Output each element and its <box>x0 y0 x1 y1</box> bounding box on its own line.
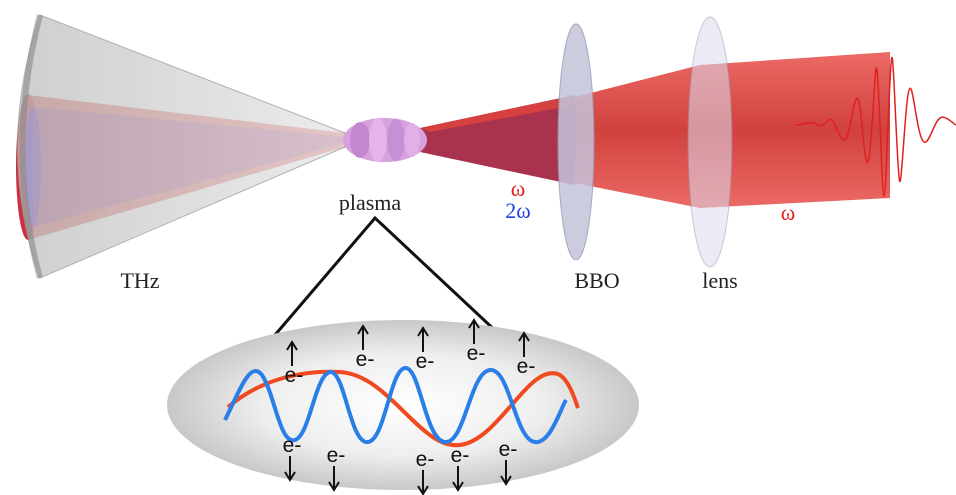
zoom-lines <box>275 218 500 335</box>
electron-label: e- <box>517 355 536 378</box>
thz-cone <box>18 15 346 278</box>
electron-label: e- <box>451 444 470 467</box>
diagram: plasma ω 2ω THz BBO lens ω e-e-e-e-e-e-e… <box>0 0 956 495</box>
bbo-crystal <box>558 24 594 260</box>
plasma <box>343 118 427 162</box>
plasma-label: plasma <box>339 190 402 215</box>
omega-right-label: ω <box>781 200 795 225</box>
electron-label: e- <box>416 350 435 373</box>
electron-label: e- <box>283 434 302 457</box>
electron-label: e- <box>356 348 375 371</box>
electron-label: e- <box>327 444 346 467</box>
electron-label: e- <box>285 364 304 387</box>
thz-label: THz <box>120 268 159 293</box>
electron-label: e- <box>467 342 486 365</box>
red-beam <box>575 52 890 208</box>
lens <box>688 17 732 267</box>
electron-label: e- <box>499 438 518 461</box>
plasma-halo <box>167 320 639 490</box>
electron-label: e- <box>416 448 435 471</box>
bbo-label: BBO <box>574 268 619 293</box>
lens-label: lens <box>702 268 737 293</box>
two-omega-label: 2ω <box>505 198 530 223</box>
